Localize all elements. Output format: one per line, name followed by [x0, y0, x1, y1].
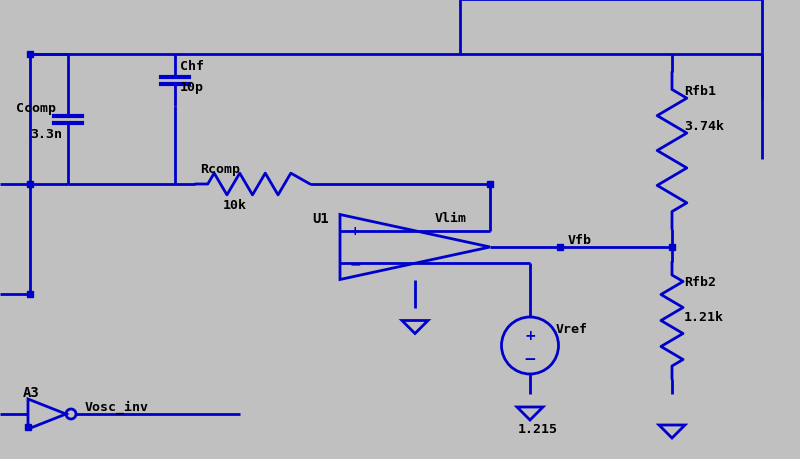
Text: Vfb: Vfb	[568, 234, 592, 246]
Text: 1.21k: 1.21k	[684, 310, 724, 323]
Text: Ccomp: Ccomp	[16, 102, 56, 115]
Text: Vref: Vref	[556, 322, 588, 335]
Text: 3.74k: 3.74k	[684, 120, 724, 133]
Text: Chf: Chf	[180, 60, 204, 73]
Text: A3: A3	[23, 385, 40, 399]
Text: Vlim: Vlim	[435, 211, 467, 224]
Text: +: +	[524, 328, 536, 342]
Text: U1: U1	[312, 212, 329, 226]
Text: −: −	[524, 351, 536, 366]
Text: Rfb1: Rfb1	[684, 85, 716, 98]
Text: 3.3n: 3.3n	[30, 128, 62, 141]
Text: Rfb2: Rfb2	[684, 275, 716, 288]
Text: −: −	[350, 257, 362, 271]
Text: Vosc_inv: Vosc_inv	[85, 400, 149, 414]
Text: Rcomp: Rcomp	[200, 162, 240, 176]
Text: +: +	[350, 225, 361, 238]
Text: 10p: 10p	[180, 81, 204, 94]
Text: 1.215: 1.215	[518, 422, 558, 435]
Text: 10k: 10k	[223, 199, 247, 212]
